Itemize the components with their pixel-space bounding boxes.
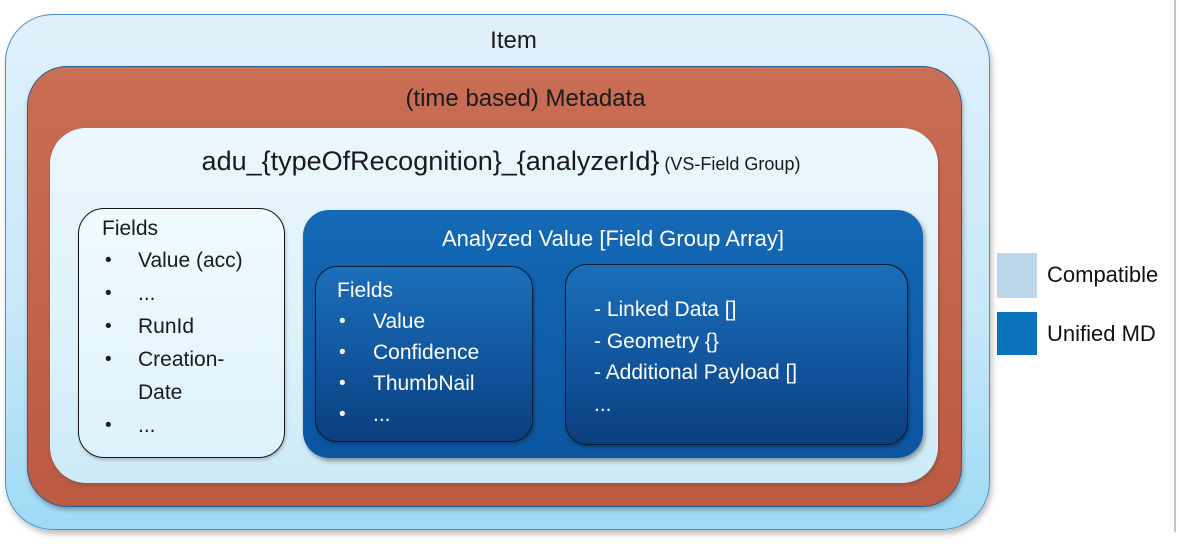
item-title: Item [490, 27, 537, 54]
legend-swatch-compatible [997, 253, 1037, 298]
legend-label-compatible: Compatible [1047, 262, 1159, 287]
detail-line-geometry: - Geometry {} [594, 329, 719, 353]
list-item: • ... [105, 409, 284, 442]
detail-line-linked-data: - Linked Data [] [594, 298, 737, 321]
list-item: • ThumbNail [339, 368, 532, 399]
bullet-icon: • [105, 316, 112, 337]
list-item: • Value (acc) [105, 244, 284, 277]
metadata-box: (time based) Metadata adu_{typeOfRecogni… [27, 66, 962, 507]
list-item: • Value [339, 306, 532, 337]
list-item: • RunId [105, 310, 284, 343]
field-item-creation-date: Creation-Date [138, 348, 225, 404]
analyzed-field-item-confidence: Confidence [373, 341, 480, 364]
detail-line-additional-payload: - Additional Payload [] [594, 361, 798, 384]
fields-box: Fields • Value (acc) • ... • RunId • [78, 208, 285, 458]
analyzed-fields-box: Fields • Value • Confidence • ThumbNail [315, 266, 533, 442]
adu-title-suffix: (VS-Field Group) [659, 154, 801, 174]
bullet-icon: • [105, 415, 112, 436]
adu-field-group-title: adu_{typeOfRecognition}_{analyzerId} (VS… [50, 146, 938, 177]
analyzed-field-item-ellipsis: ... [373, 403, 391, 426]
detail-line-ellipsis: ... [594, 392, 612, 416]
bullet-icon: • [339, 404, 346, 425]
bullet-icon: • [339, 342, 346, 363]
screenshot-right-border [1174, 0, 1176, 532]
analyzed-details-box: - Linked Data [] - Geometry {} - Additio… [565, 264, 908, 445]
bullet-icon: • [339, 311, 346, 332]
analyzed-field-item-thumbnail: ThumbNail [373, 372, 475, 395]
bullet-icon: • [105, 283, 112, 304]
analyzed-field-item-value: Value [373, 310, 426, 333]
bullet-icon: • [105, 349, 112, 370]
item-box: Item (time based) Metadata adu_{typeOfRe… [5, 14, 990, 530]
list-item: • ... [105, 277, 284, 310]
legend-label-unified-md: Unified MD [1047, 321, 1156, 346]
bullet-icon: • [105, 250, 112, 271]
adu-field-group-box: adu_{typeOfRecognition}_{analyzerId} (VS… [50, 128, 938, 483]
bullet-icon: • [339, 373, 346, 394]
list-item: • ... [339, 399, 532, 430]
analyzed-value-box: Analyzed Value [Field Group Array] Field… [303, 210, 923, 458]
adu-title-main: adu_{typeOfRecognition}_{analyzerId} [201, 146, 660, 176]
field-item-ellipsis: ... [138, 414, 156, 437]
list-item: • Creation-Date [105, 343, 284, 409]
analyzed-fields-title: Fields [337, 279, 394, 302]
field-item-value-acc: Value (acc) [138, 249, 243, 272]
legend-swatch-unified-md [997, 312, 1037, 355]
field-item-ellipsis: ... [138, 282, 156, 305]
analyzed-value-title: Analyzed Value [Field Group Array] [442, 226, 784, 251]
fields-box-title: Fields [102, 217, 159, 240]
field-item-runid: RunId [138, 315, 195, 338]
list-item: • Confidence [339, 337, 532, 368]
metadata-title: (time based) Metadata [405, 85, 646, 112]
